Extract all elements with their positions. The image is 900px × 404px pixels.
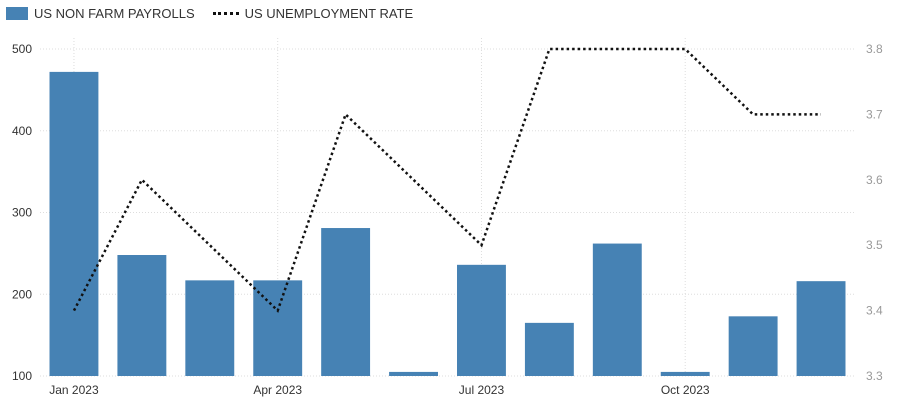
y-left-tick-label: 300 <box>12 206 32 220</box>
legend-item-unemployment[interactable]: US UNEMPLOYMENT RATE <box>212 5 414 21</box>
y-left-tick-label: 100 <box>12 369 32 383</box>
y-left-tick-label: 200 <box>12 287 32 301</box>
payrolls-bar[interactable] <box>49 71 99 376</box>
payrolls-bar[interactable] <box>253 280 303 376</box>
ticks: 100 200 300 400 500 3.3 3.4 3.5 3.6 3.7 3.8 Jan 202… <box>12 42 883 397</box>
legend-label-payrolls: US NON FARM PAYROLLS <box>34 5 195 21</box>
legend: US NON FARM PAYROLLS US UNEMPLOYMENT RAT… <box>6 4 431 22</box>
legend-swatch-payrolls <box>6 6 28 20</box>
payrolls-bar[interactable] <box>796 281 846 376</box>
legend-label-unemployment: US UNEMPLOYMENT RATE <box>244 5 414 21</box>
y-left-tick-label: 400 <box>12 124 32 138</box>
legend-item-payrolls[interactable]: US NON FARM PAYROLLS <box>6 6 195 21</box>
payrolls-bar[interactable] <box>457 264 506 376</box>
y-right-tick-label: 3.3 <box>866 369 883 383</box>
bars <box>49 71 846 376</box>
payrolls-bar[interactable] <box>117 255 167 376</box>
payrolls-bar[interactable] <box>389 371 438 376</box>
y-right-tick-label: 3.6 <box>866 173 883 187</box>
x-tick-label: Apr 2023 <box>253 383 302 397</box>
y-right-tick-label: 3.4 <box>866 304 883 318</box>
unemployment-rate-line <box>72 47 821 313</box>
x-tick-label: Oct 2023 <box>661 383 710 397</box>
payrolls-bar[interactable] <box>185 280 235 376</box>
y-left-tick-label: 500 <box>12 42 32 56</box>
y-right-tick-label: 3.8 <box>866 42 883 56</box>
x-tick-label: Jul 2023 <box>459 383 505 397</box>
legend-swatch-unemployment <box>212 11 239 15</box>
x-tick-label: Jan 2023 <box>49 383 99 397</box>
payrolls-bar[interactable] <box>524 322 574 376</box>
payrolls-bar[interactable] <box>321 228 371 376</box>
y-right-tick-label: 3.7 <box>866 107 883 121</box>
payrolls-bar[interactable] <box>592 243 642 376</box>
payrolls-bar[interactable] <box>728 316 778 376</box>
payrolls-bar[interactable] <box>660 371 710 376</box>
y-right-tick-label: 3.5 <box>866 238 883 252</box>
